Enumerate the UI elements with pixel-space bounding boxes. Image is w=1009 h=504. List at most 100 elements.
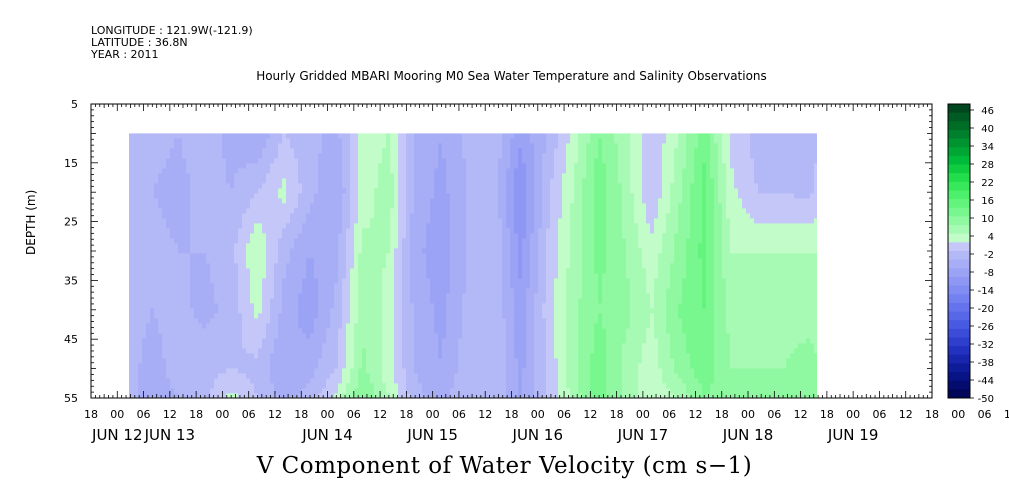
heatmap-cell [290, 368, 295, 374]
heatmap-cell [374, 193, 379, 199]
heatmap-cell [226, 193, 231, 199]
heatmap-cell [242, 253, 247, 259]
heatmap-cell [170, 303, 175, 309]
heatmap-cell [310, 303, 315, 309]
heatmap-cell [490, 178, 495, 184]
heatmap-cell [334, 253, 339, 259]
heatmap-cell [178, 333, 183, 339]
heatmap-cell [478, 218, 483, 224]
heatmap-cell [158, 193, 163, 199]
heatmap-cell [482, 278, 487, 284]
heatmap-cell [414, 238, 419, 244]
heatmap-cell [394, 238, 399, 244]
heatmap-cell [326, 178, 331, 184]
heatmap-cell [158, 343, 163, 349]
heatmap-cell [274, 163, 279, 169]
heatmap-cell [430, 183, 435, 189]
heatmap-cell [234, 383, 239, 389]
heatmap-cell [286, 288, 291, 294]
heatmap-cell [270, 283, 275, 289]
heatmap-cell [186, 323, 191, 329]
heatmap-cell [314, 363, 319, 369]
heatmap-cell [186, 313, 191, 319]
heatmap-cell [129, 198, 131, 204]
heatmap-cell [170, 233, 175, 239]
heatmap-cell [322, 318, 327, 324]
heatmap-cell [422, 303, 427, 309]
heatmap-cell [130, 338, 135, 344]
heatmap-cell [314, 278, 319, 284]
heatmap-cell [322, 323, 327, 329]
heatmap-cell [426, 243, 431, 249]
heatmap-cell [498, 273, 503, 279]
heatmap-cell [470, 153, 475, 159]
heatmap-cell [310, 373, 315, 379]
heatmap-cell [366, 313, 371, 319]
heatmap-cell [302, 263, 307, 269]
heatmap-cell [346, 373, 351, 379]
heatmap-cell [250, 238, 255, 244]
heatmap-cell [362, 298, 367, 304]
heatmap-cell [334, 388, 339, 394]
heatmap-cell [258, 258, 263, 264]
heatmap-cell [142, 313, 147, 319]
heatmap-cell [186, 218, 191, 224]
heatmap-cell [314, 368, 319, 374]
heatmap-cell [306, 243, 311, 249]
heatmap-cell [450, 258, 455, 264]
heatmap-cell [134, 248, 139, 254]
heatmap-cell [214, 148, 219, 154]
heatmap-cell [158, 333, 163, 339]
heatmap-cell [170, 223, 175, 229]
heatmap-cell [318, 263, 323, 269]
heatmap-cell [374, 178, 379, 184]
heatmap-cell [290, 258, 295, 264]
heatmap-cell [186, 188, 191, 194]
heatmap-cell [370, 383, 375, 389]
heatmap-cell [186, 353, 191, 359]
heatmap-cell [134, 148, 139, 154]
heatmap-cell [330, 233, 335, 239]
heatmap-cell [174, 188, 179, 194]
heatmap-cell [382, 228, 387, 234]
heatmap-cell [502, 178, 507, 184]
heatmap-cell [454, 223, 459, 229]
heatmap-cell [350, 363, 355, 369]
heatmap-cell [358, 188, 363, 194]
heatmap-cell [318, 228, 323, 234]
heatmap-cell [462, 253, 467, 259]
heatmap-cell [466, 153, 471, 159]
heatmap-cell [258, 158, 263, 164]
heatmap-cell [290, 208, 295, 214]
heatmap-cell [410, 198, 415, 204]
heatmap-cell [134, 298, 139, 304]
heatmap-cell [326, 263, 331, 269]
heatmap-cell [310, 173, 315, 179]
heatmap-cell [206, 153, 211, 159]
heatmap-cell [218, 158, 223, 164]
heatmap-cell [310, 363, 315, 369]
heatmap-cell [378, 288, 383, 294]
heatmap-cell [426, 373, 431, 379]
heatmap-cell [230, 368, 235, 374]
heatmap-cell [214, 393, 219, 398]
heatmap-cell [146, 228, 151, 234]
heatmap-cell [418, 283, 423, 289]
heatmap-cell [154, 233, 159, 239]
heatmap-cell [266, 313, 271, 319]
heatmap-cell [426, 173, 431, 179]
heatmap-cell [346, 183, 351, 189]
heatmap-cell [266, 303, 271, 309]
velocity-field [129, 133, 817, 398]
heatmap-cell [450, 293, 455, 299]
heatmap-cell [174, 143, 179, 149]
heatmap-cell [218, 168, 223, 174]
heatmap-cell [462, 143, 467, 149]
heatmap-cell [466, 383, 471, 389]
heatmap-cell [270, 178, 275, 184]
heatmap-cell [390, 363, 395, 369]
heatmap-cell [314, 373, 319, 379]
heatmap-cell [254, 238, 259, 244]
heatmap-cell [362, 173, 367, 179]
heatmap-cell [402, 343, 407, 349]
